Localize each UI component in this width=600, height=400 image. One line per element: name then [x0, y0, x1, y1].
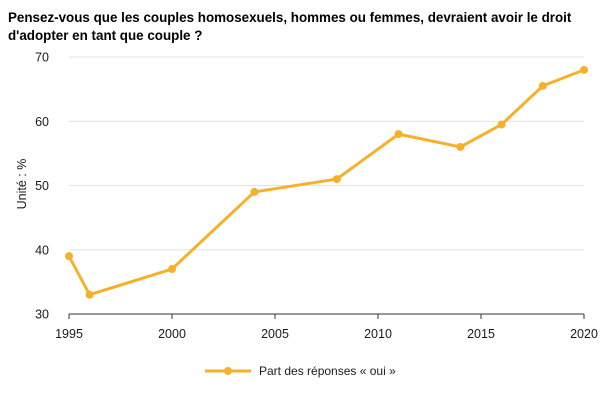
legend-label: Part des réponses « oui »: [259, 364, 396, 378]
x-tick-label: 2020: [570, 327, 598, 341]
data-point[interactable]: [168, 265, 176, 274]
y-axis-label: Unité : %: [15, 159, 29, 210]
y-tick-label: 30: [35, 308, 49, 322]
x-tick-label: 2015: [467, 327, 495, 341]
y-tick-label: 50: [35, 179, 49, 193]
y-tick-label: 60: [35, 115, 49, 129]
y-tick-label: 70: [35, 51, 49, 65]
data-point[interactable]: [497, 120, 506, 129]
data-point[interactable]: [394, 130, 403, 139]
series-line: [67, 68, 586, 297]
x-tick-label: 2010: [364, 327, 392, 341]
x-axis: 1995 2000 2005 2010 2015 2020: [55, 313, 598, 341]
x-tick-label: 2000: [158, 327, 186, 341]
legend-swatch-marker: [224, 367, 232, 375]
data-point[interactable]: [580, 65, 588, 74]
series-layer: [65, 65, 588, 299]
data-point[interactable]: [332, 175, 341, 184]
data-point[interactable]: [250, 187, 259, 196]
data-point[interactable]: [456, 142, 465, 151]
y-axis: 30 40 50 60 70: [35, 51, 49, 322]
gridlines: [69, 56, 584, 315]
data-point[interactable]: [538, 81, 547, 90]
data-point[interactable]: [65, 252, 73, 261]
y-tick-label: 40: [35, 243, 49, 257]
data-point[interactable]: [85, 290, 94, 299]
legend[interactable]: Part des réponses « oui »: [205, 364, 396, 378]
x-tick-label: 2005: [261, 327, 289, 341]
x-tick-label: 1995: [55, 327, 83, 341]
chart-title: Pensez-vous que les couples homosexuels,…: [8, 10, 572, 43]
